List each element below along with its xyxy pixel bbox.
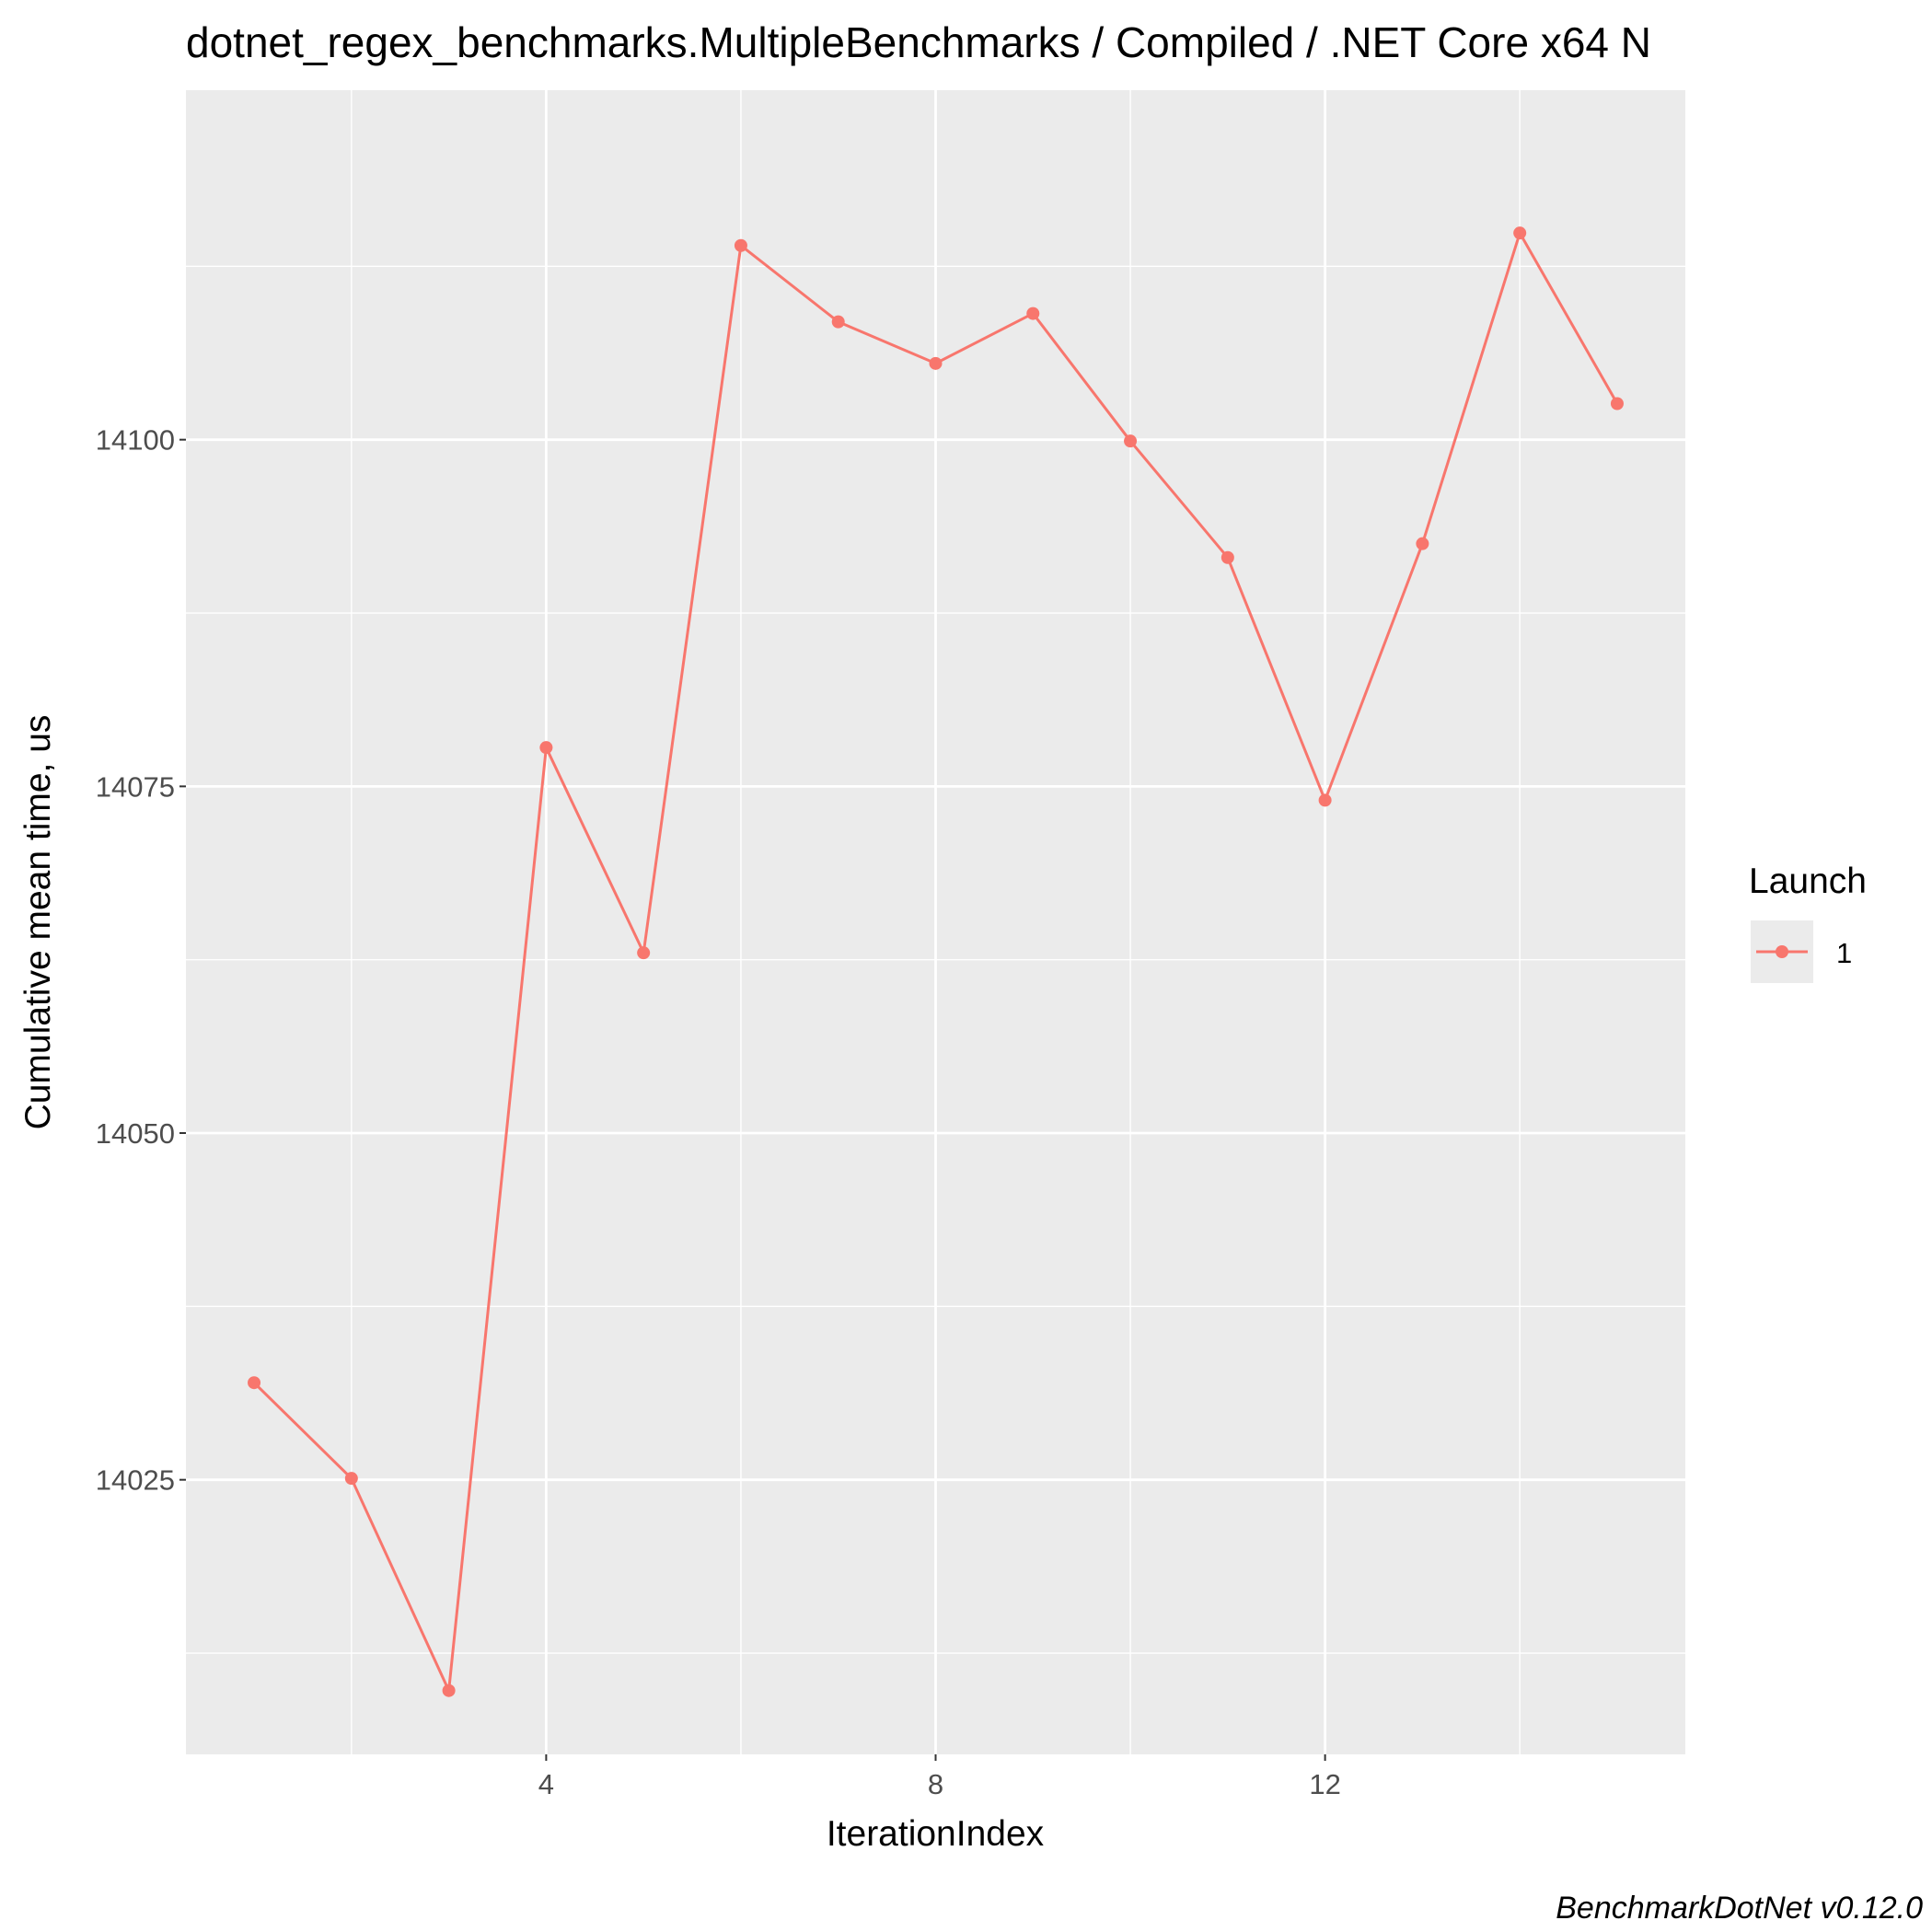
caption: BenchmarkDotNet v0.12.0 [1556,1891,1923,1926]
x-tick-label: 8 [928,1768,943,1800]
x-axis-title: IterationIndex [827,1814,1045,1854]
chart-title: dotnet_regex_benchmarks.MultipleBenchmar… [186,18,1651,66]
data-point [1416,537,1429,550]
data-point [344,1472,358,1486]
x-tick-label: 4 [538,1768,554,1800]
data-point [637,946,651,960]
data-point [1026,307,1040,320]
y-axis-title: Cumulative mean time, us [18,715,58,1130]
legend-key-marker [1776,945,1788,958]
data-point [248,1376,261,1390]
data-point [831,315,845,329]
data-point [1318,793,1332,807]
data-point [1124,434,1138,448]
series-layer [248,226,1624,1697]
legend-label-series-1: 1 [1836,937,1852,969]
data-point [1221,550,1234,564]
y-tick-label: 14025 [96,1464,175,1497]
legend: Launch 1 [1749,862,1867,983]
data-point [734,238,747,252]
data-point [539,741,553,755]
y-tick-label: 14050 [96,1117,175,1150]
data-point [1610,397,1624,411]
x-tick-label: 12 [1309,1768,1340,1800]
data-point [442,1683,456,1697]
data-point [929,356,943,370]
data-point [1513,226,1527,240]
legend-title: Launch [1749,862,1867,901]
y-axis-ticks: 14025 14050 14075 14100 [96,424,186,1497]
y-tick-label: 14100 [96,424,175,457]
y-tick-label: 14075 [96,770,175,803]
x-axis-ticks: 4 8 12 [538,1754,1341,1800]
